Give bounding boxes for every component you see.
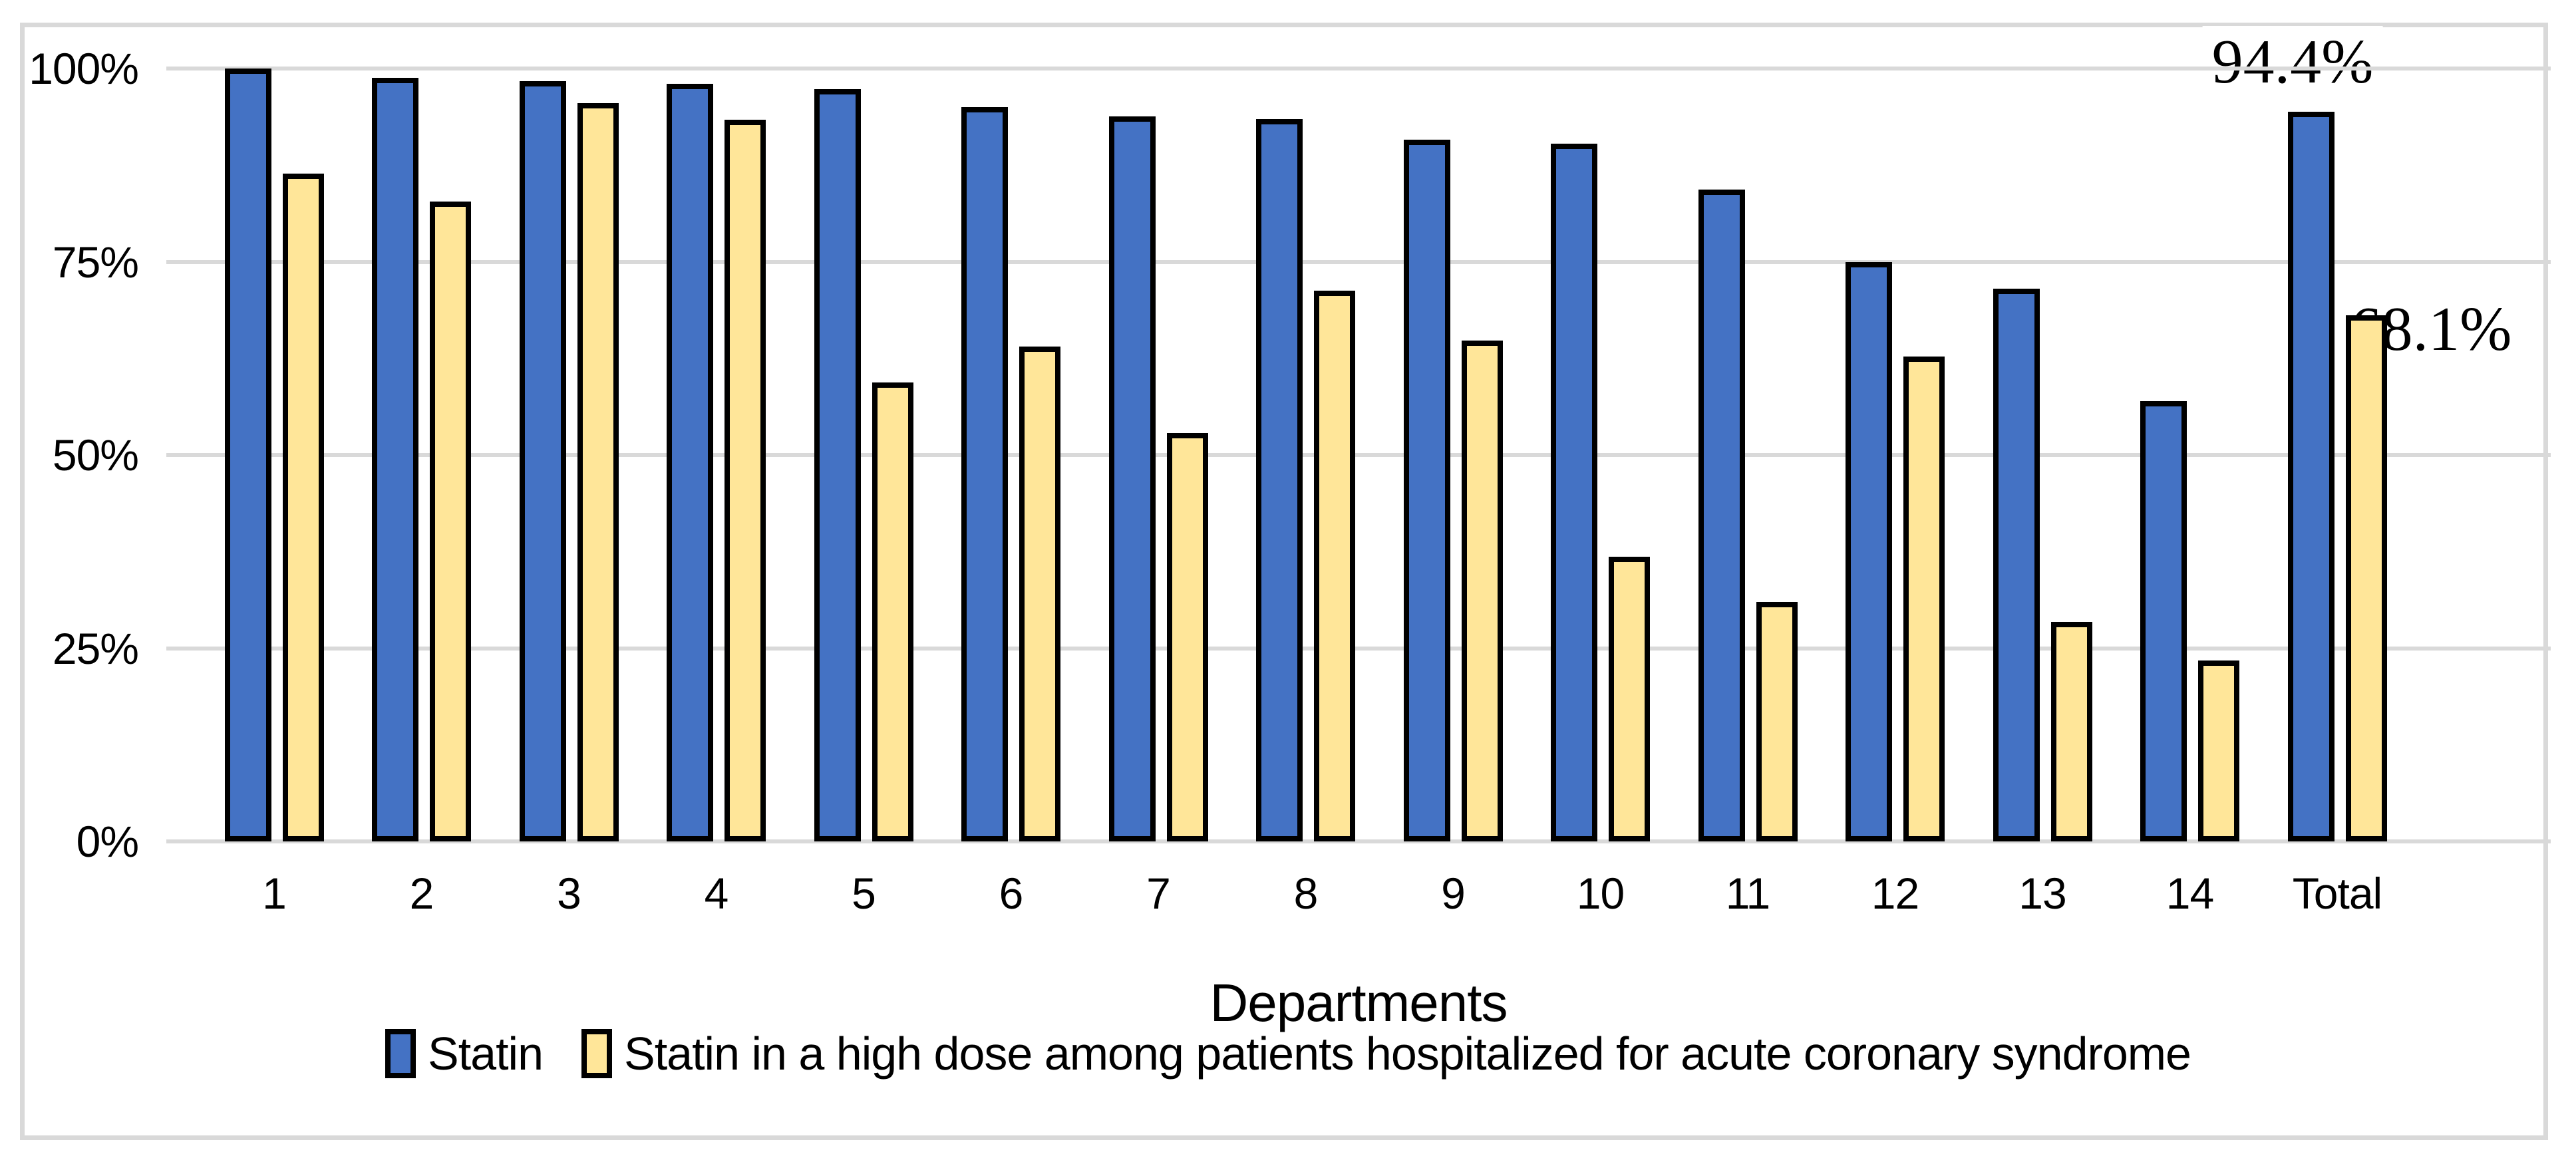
x-tick-label-2: 2 (409, 869, 434, 918)
bar-high-dose-1 (282, 174, 324, 841)
x-tick-label-4: 4 (704, 869, 729, 918)
legend-swatch-high-dose-icon (581, 1029, 612, 1078)
x-tick-label-3: 3 (557, 869, 581, 918)
bar-statin-12 (1846, 261, 1892, 841)
bar-statin-6 (961, 107, 1008, 841)
gridline-50 (166, 453, 2551, 457)
bar-high-dose-14 (2198, 660, 2239, 841)
x-tick-label-8: 8 (1293, 869, 1319, 918)
legend-label-high-dose: Statin in a high dose among patients hos… (624, 1028, 2191, 1080)
legend-item-statin: Statin (385, 1027, 544, 1080)
gridline-100 (166, 67, 2551, 71)
x-tick-label-6: 6 (999, 869, 1024, 918)
bar-statin-11 (1698, 190, 1745, 841)
bar-high-dose-3 (577, 103, 619, 841)
y-tick-label-100: 100% (29, 44, 139, 93)
y-tick-label-0: 0% (76, 817, 139, 866)
bar-statin-1 (224, 69, 271, 841)
x-tick-label-14: 14 (2166, 869, 2214, 918)
bar-statin-4 (667, 84, 713, 841)
y-axis: 0% 25% 50% 75% 100% (20, 44, 139, 866)
bar-high-dose-11 (1756, 601, 1798, 841)
legend-item-high-dose: Statin in a high dose among patients hos… (581, 1027, 2191, 1080)
plot-area: 94.4% 68.1% 1 2 3 4 5 6 7 8 9 10 11 12 13 14 Total (166, 26, 2551, 918)
bar-high-dose-13 (2050, 622, 2092, 841)
y-tick-label-50: 50% (52, 430, 139, 480)
bar-high-dose-9 (1461, 341, 1503, 841)
gridline-25 (166, 646, 2551, 651)
data-label-total-statin: 94.4% (2202, 26, 2383, 98)
bar-statin-8 (1256, 118, 1303, 841)
x-tick-label-9: 9 (1441, 869, 1466, 918)
x-tick-label-5: 5 (852, 869, 876, 918)
bar-high-dose-total (2345, 315, 2387, 841)
bar-high-dose-2 (430, 201, 471, 841)
bar-statin-9 (1403, 139, 1450, 841)
bar-statin-2 (372, 77, 418, 841)
bar-high-dose-12 (1903, 357, 1945, 841)
legend-label-statin: Statin (428, 1028, 544, 1080)
legend-swatch-statin-icon (385, 1029, 416, 1078)
x-tick-label-11: 11 (1725, 869, 1771, 918)
x-tick-label-10: 10 (1576, 869, 1625, 918)
bar-statin-total (2287, 112, 2334, 841)
bar-statin-3 (519, 80, 566, 841)
bar-high-dose-8 (1314, 290, 1355, 841)
x-axis-title: Departments (1209, 973, 1508, 1032)
x-tick-label-7: 7 (1146, 869, 1171, 918)
bar-statin-14 (2140, 400, 2187, 841)
bar-statin-7 (1108, 116, 1156, 841)
bar-high-dose-5 (872, 382, 913, 841)
x-tick-label-12: 12 (1871, 869, 1919, 918)
bar-statin-13 (1993, 289, 2040, 841)
bar-high-dose-7 (1166, 433, 1208, 841)
legend: Statin Statin in a high dose among patie… (27, 1027, 2549, 1080)
bar-statin-10 (1551, 143, 1597, 841)
gridline-0 (166, 839, 2551, 843)
bar-statin-5 (814, 89, 861, 841)
bar-high-dose-10 (1609, 557, 1650, 841)
x-tick-label-1: 1 (262, 869, 287, 918)
gridline-75 (166, 259, 2551, 264)
x-tick-label-13: 13 (2018, 869, 2066, 918)
y-tick-label-25: 25% (52, 623, 139, 673)
y-tick-label-75: 75% (52, 237, 139, 287)
bar-high-dose-4 (724, 119, 766, 841)
x-tick-label-total: Total (2292, 869, 2382, 918)
bar-high-dose-6 (1019, 347, 1060, 841)
